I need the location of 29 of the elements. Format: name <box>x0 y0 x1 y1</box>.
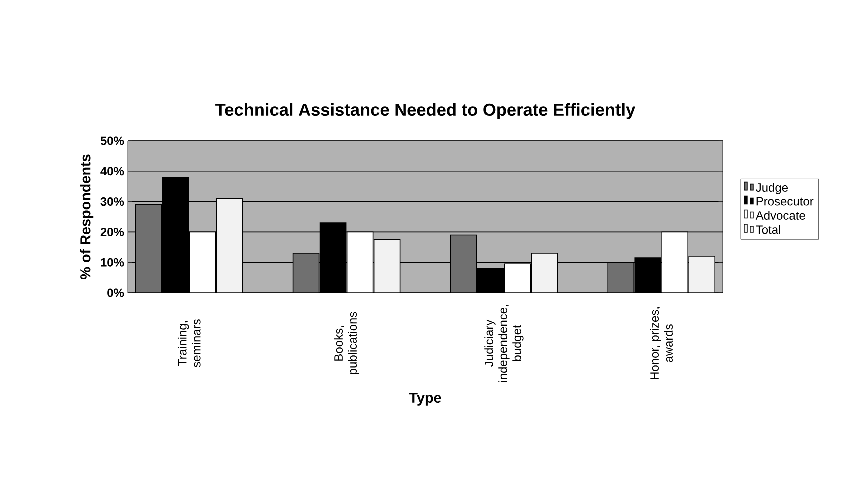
legend-label: Advocate <box>756 211 806 220</box>
bar <box>374 239 401 293</box>
y-tick-label: 50% <box>100 136 124 146</box>
y-tick-label: 10% <box>101 258 124 267</box>
bar <box>688 256 716 293</box>
x-tick-label: Honor, prizes, awards <box>650 308 674 380</box>
chart-title: Technical Assistance Needed to Operate Efficiently <box>216 103 636 120</box>
x-axis-title: Type <box>409 393 442 406</box>
bar <box>450 234 478 293</box>
y-tick-label: 0% <box>108 288 124 298</box>
x-tick-label: Training, seminars <box>178 320 201 368</box>
y-axis-title: % of Respondents <box>80 154 94 280</box>
legend-label: Prosecutor <box>756 197 814 206</box>
x-tick-label: Books, publications <box>334 312 360 374</box>
bar <box>135 204 162 293</box>
bar <box>292 253 320 293</box>
x-tick-label: Judiciary independence, budget <box>484 305 524 382</box>
bar <box>504 264 532 293</box>
bar <box>608 262 635 293</box>
bar <box>531 253 558 293</box>
y-tick-label: 40% <box>100 167 124 176</box>
legend-label: Judge <box>756 183 788 194</box>
bar <box>216 198 244 293</box>
y-tick-label: 20% <box>100 228 124 236</box>
legend-label: Total <box>756 225 780 234</box>
bar <box>189 232 216 293</box>
y-tick-label: 30% <box>100 198 124 206</box>
bar <box>346 232 374 293</box>
bar <box>662 232 689 293</box>
